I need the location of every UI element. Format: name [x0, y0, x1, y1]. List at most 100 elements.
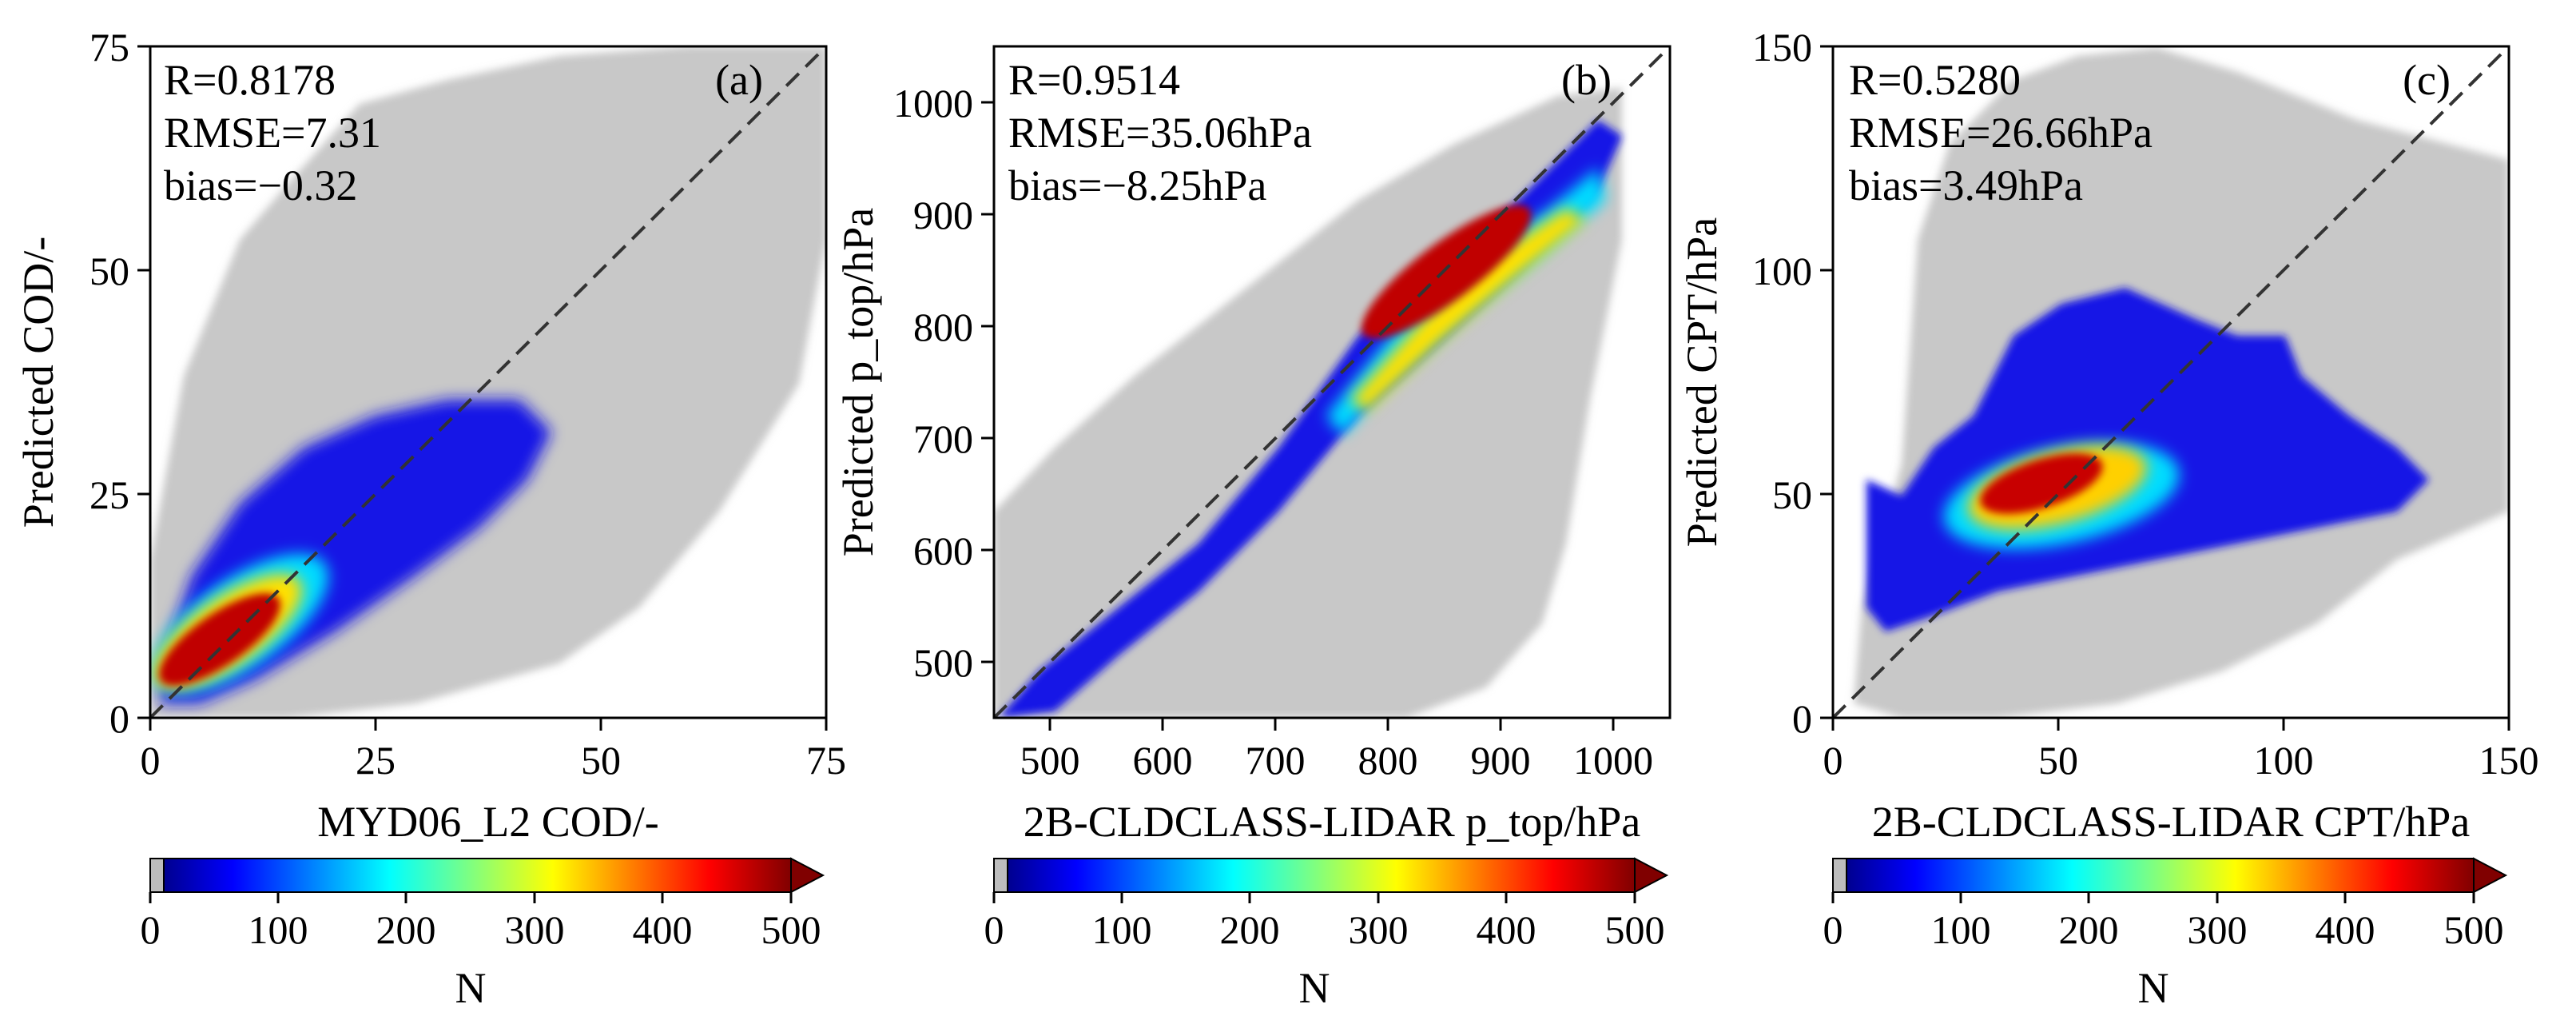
stat-r-c: R=0.5280	[1849, 56, 2021, 104]
y-axis-label-c: Predicted CPT/hPa	[1678, 217, 1726, 547]
x-tick-label: 500	[1020, 738, 1080, 783]
y-tick-label: 800	[913, 305, 973, 349]
y-ticks-c: 0 50 100 150	[1752, 25, 1833, 741]
colorbar-tick-label: 0	[141, 907, 161, 952]
colorbar-gradient	[1846, 858, 2475, 893]
x-tick-label: 75	[806, 738, 846, 783]
y-tick-label: 25	[89, 472, 129, 517]
colorbar-tick-label: 500	[2444, 907, 2504, 952]
density-yellow-b	[1350, 208, 1586, 412]
colorbar-tick-label: 100	[1931, 907, 1991, 952]
stat-bias-a: bias=−0.32	[164, 161, 357, 209]
heatmap-b	[994, 46, 1670, 718]
panel-a: 0 25 50 75 0 25 50 75 MYD06_L2 COD/- Pre…	[14, 25, 846, 846]
x-ticks-c: 0 50 100 150	[1823, 718, 2539, 783]
colorbar-tick-label: 100	[248, 907, 308, 952]
y-tick-label: 75	[89, 25, 129, 70]
heatmap-c	[1833, 46, 2509, 718]
density-red-a	[159, 593, 280, 686]
colorbar-a: 0 100 200 300 400 500 N	[141, 857, 825, 1012]
axes-frame-c	[1831, 45, 2510, 719]
colorbar-tick-label: 400	[633, 907, 693, 952]
density-red-b	[1361, 205, 1532, 339]
colorbar-tick-label: 0	[984, 907, 1004, 952]
x-ticks-a: 0 25 50 75	[141, 718, 846, 783]
colorbar-label: N	[1299, 964, 1330, 1012]
y-axis-label-a: Predicted COD/-	[14, 237, 62, 528]
x-tick-label: 0	[1823, 738, 1843, 783]
colorbar-extend-arrow	[790, 857, 825, 894]
stat-bias-c: bias=3.49hPa	[1849, 161, 2083, 209]
colorbar-label: N	[455, 964, 487, 1012]
one-to-one-line-a	[150, 46, 826, 718]
panel-b: 500 600 700 800 900 1000 500 600 700 800…	[834, 45, 1672, 846]
stat-rmse-c: RMSE=26.66hPa	[1849, 109, 2153, 157]
one-to-one-line-c	[1833, 46, 2509, 718]
x-tick-label: 50	[2038, 738, 2078, 783]
colorbar-tick-label: 200	[1220, 907, 1280, 952]
y-tick-label: 150	[1752, 25, 1812, 70]
stat-r-b: R=0.9514	[1008, 56, 1180, 104]
colorbar-tick-label: 200	[376, 907, 436, 952]
y-axis-label-b: Predicted p_top/hPa	[834, 208, 882, 556]
colorbar-tick-label: 500	[761, 907, 821, 952]
stat-bias-b: bias=−8.25hPa	[1008, 161, 1266, 209]
y-ticks-a: 0 25 50 75	[89, 25, 150, 741]
colorbar-gradient	[163, 858, 792, 893]
y-tick-label: 50	[89, 249, 129, 293]
y-tick-label: 0	[109, 696, 129, 741]
y-tick-label: 1000	[893, 81, 973, 126]
x-tick-label: 100	[2254, 738, 2314, 783]
panel-c: 0 50 100 150 0 50 100 150 2B-CLDCLASS-LI…	[1678, 25, 2539, 846]
colorbar-c: 0 100 200 300 400 500 N	[1823, 857, 2508, 1012]
y-tick-label: 0	[1792, 696, 1812, 741]
y-tick-label: 500	[913, 640, 973, 685]
colorbar-tick-label: 300	[1349, 907, 1409, 952]
x-tick-label: 700	[1246, 738, 1306, 783]
x-axis-label-c: 2B-CLDCLASS-LIDAR CPT/hPa	[1872, 798, 2471, 846]
x-tick-label: 150	[2479, 738, 2539, 783]
colorbar-extend-arrow	[2473, 857, 2508, 894]
colorbar-gradient	[1007, 858, 1636, 893]
colorbar-tick-label: 100	[1092, 907, 1152, 952]
colorbar-b: 0 100 200 300 400 500 N	[984, 857, 1669, 1012]
colorbar-tick-label: 0	[1823, 907, 1843, 952]
x-tick-label: 800	[1358, 738, 1418, 783]
x-tick-label: 50	[581, 738, 621, 783]
one-to-one-line-b	[994, 46, 1670, 718]
stat-rmse-a: RMSE=7.31	[164, 109, 381, 157]
colorbar-tick-label: 500	[1605, 907, 1665, 952]
colorbar-under-swatch	[149, 858, 165, 893]
x-tick-label: 600	[1133, 738, 1193, 783]
density-red-c	[1980, 453, 2103, 514]
x-axis-label-b: 2B-CLDCLASS-LIDAR p_top/hPa	[1024, 798, 1641, 846]
x-axis-label-a: MYD06_L2 COD/-	[317, 798, 659, 846]
y-ticks-b: 500 600 700 800 900 1000	[893, 81, 994, 685]
colorbar-tick-label: 400	[2316, 907, 2375, 952]
x-tick-label: 0	[141, 738, 161, 783]
colorbar-under-swatch	[1832, 858, 1847, 893]
x-tick-label: 900	[1471, 738, 1531, 783]
panel-label-a: (a)	[715, 56, 763, 104]
colorbar-tick-label: 400	[1477, 907, 1536, 952]
y-tick-label: 600	[913, 528, 973, 573]
colorbar-tick-label: 200	[2059, 907, 2119, 952]
y-tick-label: 100	[1752, 249, 1812, 293]
x-tick-label: 1000	[1573, 738, 1653, 783]
y-tick-label: 50	[1772, 472, 1812, 517]
colorbar-tick-label: 300	[505, 907, 565, 952]
stat-rmse-b: RMSE=35.06hPa	[1008, 109, 1312, 157]
panel-label-b: (b)	[1561, 56, 1612, 104]
colorbar-extend-arrow	[1634, 857, 1669, 894]
heatmap-a	[150, 46, 826, 718]
x-ticks-b: 500 600 700 800 900 1000	[1020, 718, 1653, 783]
stat-r-a: R=0.8178	[164, 56, 336, 104]
colorbar-under-swatch	[993, 858, 1008, 893]
axes-frame-b	[992, 45, 1672, 719]
y-tick-label: 700	[913, 416, 973, 461]
axes-frame-a	[149, 45, 828, 719]
y-tick-label: 900	[913, 193, 973, 237]
colorbar-tick-label: 300	[2188, 907, 2248, 952]
panel-label-c: (c)	[2403, 56, 2451, 104]
